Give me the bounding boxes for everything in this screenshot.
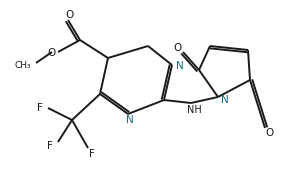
Text: N: N (221, 95, 229, 105)
Text: O: O (174, 43, 182, 53)
Text: N: N (126, 115, 134, 125)
Text: CH₃: CH₃ (14, 61, 31, 69)
Text: F: F (37, 103, 43, 113)
Text: NH: NH (186, 105, 201, 115)
Text: O: O (65, 10, 73, 20)
Text: N: N (176, 61, 184, 71)
Text: F: F (89, 149, 95, 159)
Text: O: O (47, 48, 55, 58)
Text: O: O (266, 128, 274, 138)
Text: F: F (47, 141, 53, 151)
